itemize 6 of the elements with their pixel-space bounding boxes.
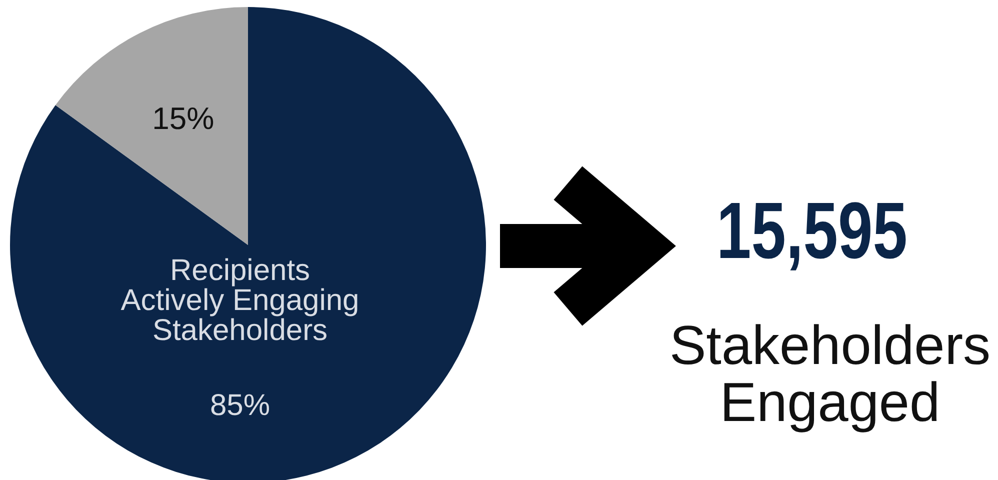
- slice-label: Recipients Actively Engaging Stakeholders: [120, 254, 360, 347]
- data-label: 85%: [210, 389, 270, 422]
- pie-slice: [55, 7, 248, 245]
- text: Stakeholders Engaged: [669, 314, 991, 433]
- text: 15,595: [716, 186, 908, 276]
- data-label: 15%: [152, 100, 214, 136]
